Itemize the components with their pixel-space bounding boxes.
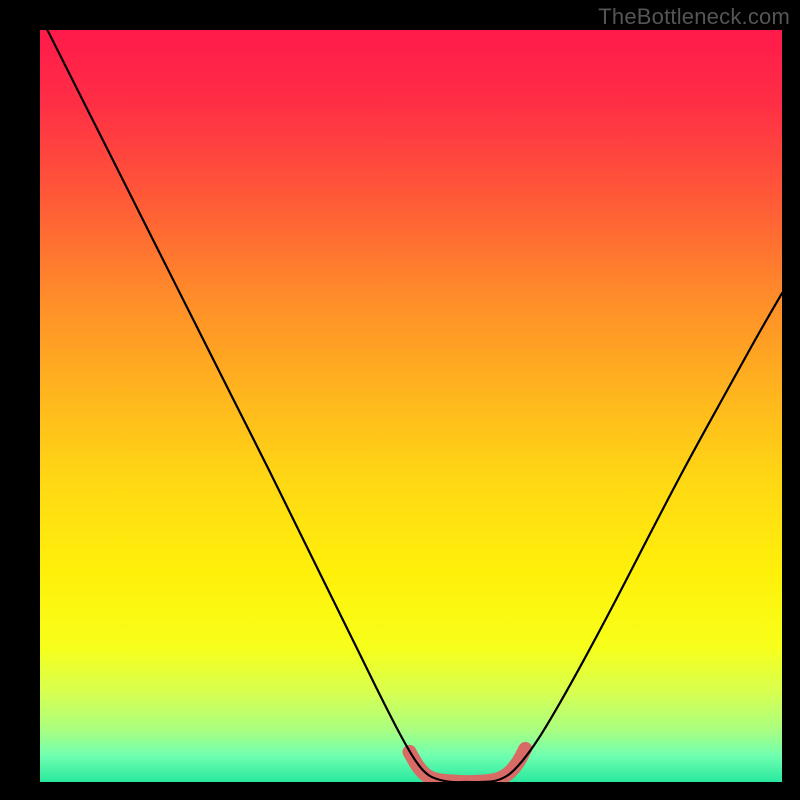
- watermark-text: TheBottleneck.com: [598, 4, 790, 30]
- bottleneck-chart: [0, 0, 800, 800]
- gradient-background: [40, 30, 782, 782]
- chart-frame: TheBottleneck.com: [0, 0, 800, 800]
